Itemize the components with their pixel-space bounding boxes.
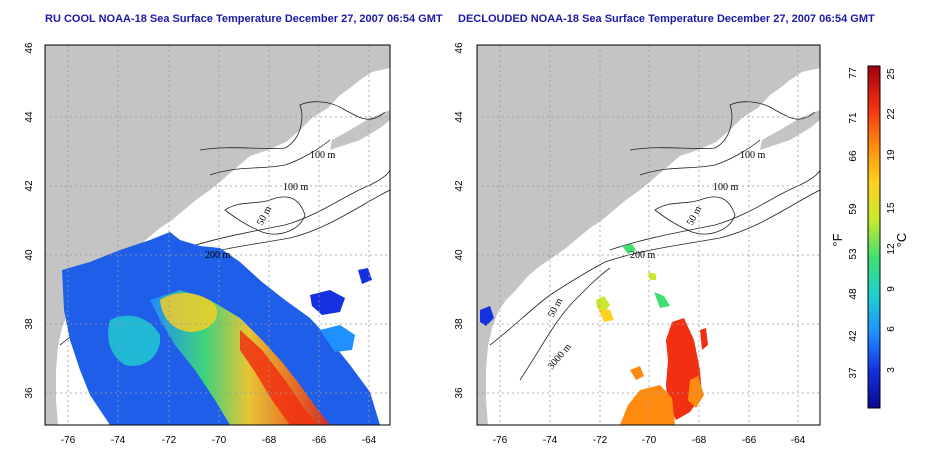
lon-tick: -64 xyxy=(791,435,806,446)
contour-label: 200 m xyxy=(205,250,231,261)
celsius-tick: 6 xyxy=(886,326,897,332)
lon-tick: -68 xyxy=(692,435,707,446)
panel-1-grid xyxy=(45,45,390,425)
lat-tick: 42 xyxy=(454,180,465,192)
lat-tick: 38 xyxy=(454,318,465,330)
lon-tick: -72 xyxy=(162,435,177,446)
lat-tick: 44 xyxy=(24,111,35,123)
panel-1-lon-ticks: -76 -74 -72 -70 -68 -66 -64 xyxy=(61,435,377,446)
panel-2-lat-ticks: 36 38 40 42 44 46 xyxy=(454,42,465,399)
fahrenheit-tick: 71 xyxy=(848,112,859,124)
fahrenheit-tick: 42 xyxy=(848,330,859,342)
lat-tick: 42 xyxy=(24,180,35,192)
celsius-tick: 15 xyxy=(886,202,897,214)
contour-label: 100 m xyxy=(310,150,336,161)
fahrenheit-tick: 77 xyxy=(848,67,859,79)
lat-tick: 38 xyxy=(24,318,35,330)
lat-tick: 44 xyxy=(454,111,465,123)
lat-tick: 36 xyxy=(454,387,465,399)
lon-tick: -76 xyxy=(61,435,76,446)
fahrenheit-tick: 37 xyxy=(848,367,859,379)
celsius-tick: 22 xyxy=(886,108,897,120)
lon-tick: -74 xyxy=(543,435,558,446)
celsius-ticks: 3 6 9 12 15 19 22 25 xyxy=(886,68,897,373)
panel-1: RU COOL NOAA-18 Sea Surface Temperature … xyxy=(24,13,443,446)
celsius-label: °C xyxy=(894,233,909,248)
colorbar: °F °C 37 42 48 53 59 66 71 77 3 6 9 12 1… xyxy=(830,65,909,409)
lon-tick: -74 xyxy=(111,435,126,446)
contour-label: 100 m xyxy=(740,150,766,161)
lon-tick: -66 xyxy=(742,435,757,446)
celsius-tick: 9 xyxy=(886,286,897,292)
panel-2-grid xyxy=(477,45,820,425)
panel-1-title: RU COOL NOAA-18 Sea Surface Temperature … xyxy=(45,13,443,25)
panel-2-map xyxy=(477,45,820,425)
fahrenheit-ticks: 37 42 48 53 59 66 71 77 xyxy=(848,67,859,379)
celsius-tick: 19 xyxy=(886,149,897,161)
lat-tick: 46 xyxy=(24,42,35,54)
lon-tick: -66 xyxy=(312,435,327,446)
lat-tick: 40 xyxy=(454,249,465,261)
fahrenheit-label: °F xyxy=(830,233,845,246)
lat-tick: 36 xyxy=(24,387,35,399)
lat-tick: 46 xyxy=(454,42,465,54)
panel-2-title: DECLOUDED NOAA-18 Sea Surface Temperatur… xyxy=(458,13,875,25)
panel-1-map xyxy=(45,45,390,425)
fahrenheit-tick: 66 xyxy=(848,150,859,162)
land-mass xyxy=(477,45,820,425)
lon-tick: -68 xyxy=(262,435,277,446)
panel-1-lat-ticks: 36 38 40 42 44 46 xyxy=(24,42,35,399)
panel-2: DECLOUDED NOAA-18 Sea Surface Temperatur… xyxy=(454,13,875,446)
contour-label: 200 m xyxy=(630,250,656,261)
lon-tick: -72 xyxy=(593,435,608,446)
celsius-tick: 12 xyxy=(886,243,897,255)
lon-tick: -70 xyxy=(212,435,227,446)
contour-label: 100 m xyxy=(283,182,309,193)
colorbar-bar xyxy=(867,65,881,409)
fahrenheit-tick: 48 xyxy=(848,288,859,300)
panel-2-frame xyxy=(476,44,821,426)
fahrenheit-tick: 59 xyxy=(848,203,859,215)
lat-tick: 40 xyxy=(24,249,35,261)
panel-2-lon-ticks: -76 -74 -72 -70 -68 -66 -64 xyxy=(493,435,806,446)
fahrenheit-tick: 53 xyxy=(848,248,859,260)
panel-1-frame xyxy=(44,44,391,426)
celsius-tick: 25 xyxy=(886,68,897,80)
lon-tick: -70 xyxy=(642,435,657,446)
celsius-tick: 3 xyxy=(886,367,897,373)
land-mass xyxy=(45,45,390,425)
contour-lines xyxy=(489,101,820,381)
lon-tick: -76 xyxy=(493,435,508,446)
contour-label: 100 m xyxy=(713,182,739,193)
contour-lines xyxy=(59,101,390,346)
lon-tick: -64 xyxy=(362,435,377,446)
